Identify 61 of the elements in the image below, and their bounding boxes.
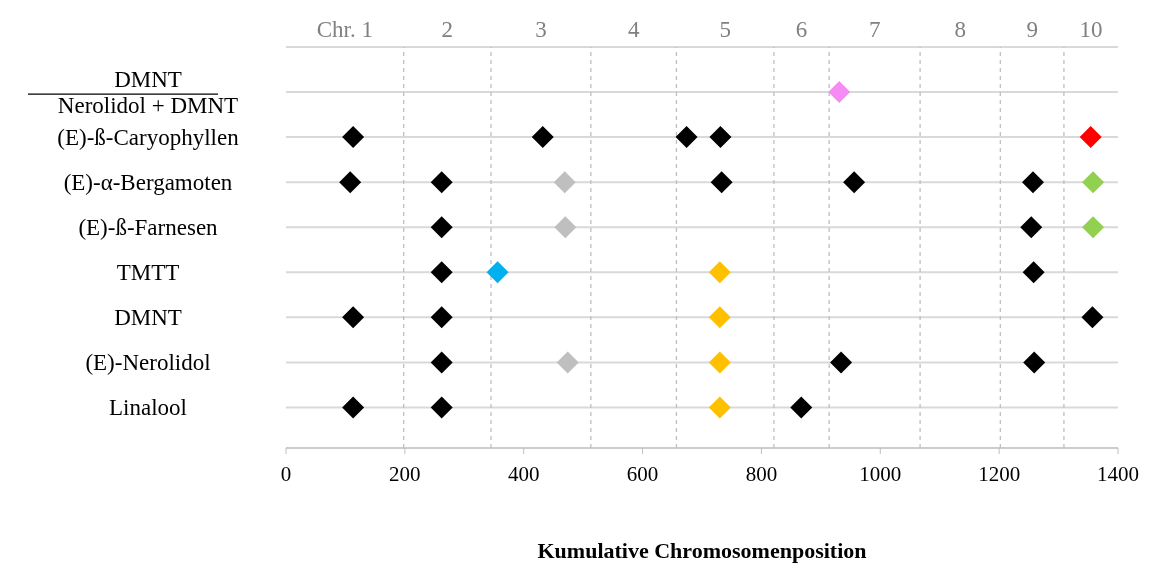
y-tick-label: (E)-Nerolidol (85, 349, 211, 375)
x-tick-label: 1200 (978, 461, 1021, 486)
text: 8 (954, 17, 966, 42)
point (430, 216, 453, 239)
point (830, 351, 853, 374)
point (430, 261, 453, 284)
x-tick-label: 600 (626, 461, 659, 486)
y-tick-label: (E)-ß-Farnesen (78, 214, 219, 240)
point (553, 171, 576, 194)
y-tick-label: Linalool (109, 394, 187, 420)
point (1020, 216, 1043, 239)
point (1022, 261, 1045, 284)
point (342, 126, 365, 149)
point (675, 126, 698, 149)
point (430, 171, 453, 194)
point (1081, 306, 1104, 329)
point (1079, 126, 1102, 149)
point (790, 396, 813, 419)
point (430, 306, 453, 329)
text: 9 (1026, 17, 1038, 42)
text: 7 (868, 17, 881, 42)
point (554, 216, 577, 239)
y-tick-label: (E)-α-Bergamoten (63, 169, 233, 195)
point (1023, 351, 1046, 374)
x-tick-label: 800 (745, 461, 778, 486)
point (709, 126, 732, 149)
point (342, 396, 365, 419)
text: Chr. 1 (316, 17, 373, 42)
text: 5 (719, 17, 731, 42)
x-tick-label: 200 (389, 461, 421, 486)
point (1082, 171, 1105, 194)
point (339, 171, 362, 194)
x-tick-label: 400 (507, 461, 540, 486)
y-tick-label: (E)-ß-Caryophyllen (57, 124, 240, 150)
y-tick-label: TMTT (116, 259, 180, 285)
text: 2 (441, 17, 454, 42)
point (1022, 171, 1045, 194)
point (430, 396, 453, 419)
x-tick-label: 0 (280, 461, 292, 486)
point (708, 306, 731, 329)
point (710, 171, 733, 194)
point (486, 261, 509, 284)
text: 6 (795, 17, 808, 42)
point (708, 261, 731, 284)
point (430, 351, 453, 374)
point (708, 351, 731, 374)
point (708, 396, 731, 419)
y-tick-label: DMNT (114, 304, 182, 330)
text: 10 (1079, 17, 1103, 42)
point (843, 171, 866, 194)
text: 3 (535, 17, 547, 42)
point (828, 81, 851, 104)
point (342, 306, 365, 329)
point (556, 351, 579, 374)
x-axis-title: Kumulative Chromosomenposition (537, 538, 867, 563)
point (1082, 216, 1105, 239)
point (531, 126, 554, 149)
x-tick-label: 1000 (859, 461, 902, 486)
text: 4 (627, 17, 640, 42)
y-tick-label: DMNT Nerolidol + DMNT (57, 66, 239, 118)
x-tick-label: 1400 (1097, 461, 1139, 486)
